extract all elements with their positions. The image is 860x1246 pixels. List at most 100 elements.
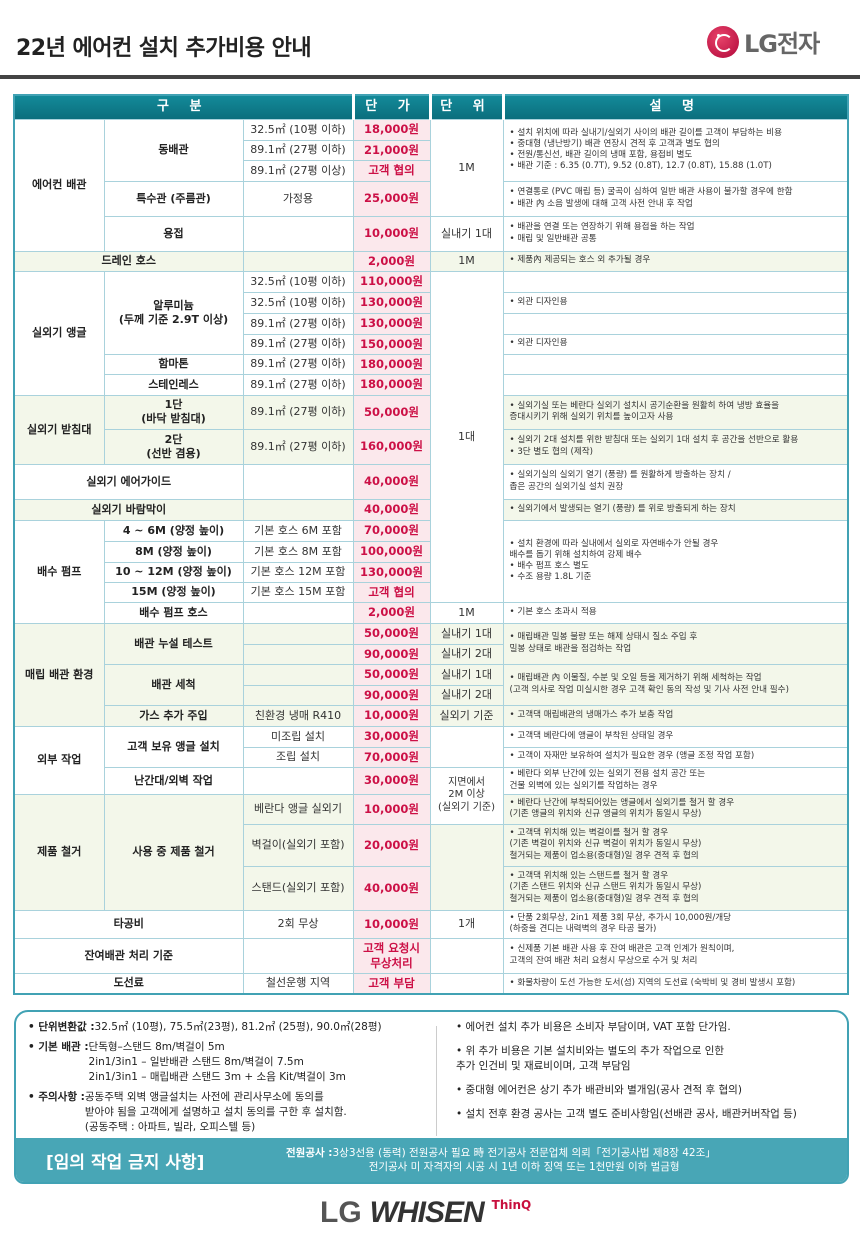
category-cell: 타공비 [13,909,244,939]
unit-cell [429,972,504,995]
desc-cell: • 실외기 2대 설치를 위한 받침대 또는 실외기 1대 설치 후 공간을 선… [502,428,849,465]
spec-cell [242,622,354,645]
price-cell: 50,000원 [352,622,431,645]
item-cell: 사용 중 제품 철거 [103,793,244,911]
table-row: 실외기 에어가이드 40,000원 • 실외기실의 실외기 열기 (풍량) 를 … [13,463,849,500]
spec-cell: 가정용 [242,180,354,217]
price-cell: 20,000원 [352,823,431,867]
table-row: 89.1㎡ (27평 이상) 고객 협의 [14,159,848,182]
notes-box: • 단위변환값 : 32.5㎡ (10평), 75.5㎡(23평), 81.2㎡… [14,1010,849,1184]
spec-cell [242,643,354,665]
unit-cell [429,725,504,768]
spec-cell [242,684,354,706]
price-cell: 25,000원 [352,180,431,217]
spec-cell: 기본 호스 8M 포함 [242,540,354,563]
table-row: 에어컨 배관 동배관 32.5㎡ (10평 이하) 18,000원 1M • 설… [13,118,849,252]
item-cell: 2단 (선반 겸용) [103,428,244,465]
spec-cell [242,766,354,795]
spec-cell: 89.1㎡ (27평 이하) [242,394,354,430]
category-cell: 드레인 호스 [13,250,244,272]
price-cell: 고객 부담 [352,972,431,995]
price-cell: 130,000원 [352,312,431,335]
spec-cell [242,498,354,521]
spec-cell: 베란다 앵글 실외기 [242,793,354,825]
price-cell: 130,000원 [352,561,431,583]
note-label: • 기본 배관 : [28,1041,89,1053]
spec-cell: 89.1㎡ (27평 이하) [242,373,354,396]
item-cell: 배관 누설 테스트 [103,622,244,665]
spec-cell: 조립 설치 [242,746,354,768]
note-label: • 단위변환값 : [28,1021,95,1033]
spec-cell: 32.5㎡ (10평 이하) [242,118,354,141]
unit-cell [429,823,504,911]
category-cell: 제품 철거 [13,793,105,911]
notes-right: • 에어컨 설치 추가 비용은 소비자 부담이며, VAT 포함 단가임. • … [456,1020,846,1131]
desc-cell: • 베란다 난간에 부착되어있는 앵글에서 실외기를 철거 할 경우 (기존 앵… [502,793,849,825]
desc-cell: • 설치 환경에 따라 실내에서 실외로 자연배수가 안될 경우 배수를 돕기 … [502,519,849,603]
item-cell: 용접 [103,215,244,252]
page-title: 22년 에어컨 설치 추가비용 안내 [16,36,312,61]
category-cell: 잔여배관 처리 기준 [13,937,244,974]
price-cell: 70,000원 [352,746,431,768]
item-cell: 특수관 (주름관) [103,180,244,217]
header-divider [0,75,860,79]
table-row: 실외기 앵글 알루미늄 (두께 기준 2.9T 이상) 32.5㎡ (10평 이… [13,270,849,603]
price-cell: 18,000원 [352,118,431,141]
desc-cell: • 외관 디자인용 [502,333,849,355]
spec-cell: 89.1㎡ (27평 이상) [242,159,354,182]
unit-cell [429,937,504,974]
desc-cell [502,270,849,293]
desc-cell: • 고객댁 위치해 있는 벽걸이를 철거 할 경우 (기존 벽걸이 위치와 신규… [502,823,849,867]
table-row: 타공비 2회 무상 10,000원 1개 • 단품 2회무상, 2in1 제품 … [13,909,849,939]
spec-cell: 89.1㎡ (27평 이하) [242,139,354,161]
price-cell: 50,000원 [352,663,431,686]
price-cell: 21,000원 [352,139,431,161]
table-row: 89.1㎡ (27평 이하) 21,000원 [14,139,848,161]
spec-cell: 32.5㎡ (10평 이하) [242,291,354,314]
spec-cell: 89.1㎡ (27평 이하) [242,428,354,465]
price-cell: 2,000원 [352,601,431,624]
spec-cell: 89.1㎡ (27평 이하) [242,333,354,355]
desc-cell: • 매립배관 內 이물질, 수분 및 오일 등을 제거하기 위해 세척하는 작업… [502,663,849,706]
table-row: 실외기 바람막이 40,000원 • 실외기에서 발생되는 열기 (풍량) 를 … [13,498,849,521]
price-cell: 30,000원 [352,725,431,748]
spec-cell: 철선운행 지역 [242,972,354,995]
unit-cell: 실내기 2대 [429,684,504,706]
note-item: • 단위변환값 : 32.5㎡ (10평), 75.5㎡(23평), 81.2㎡… [28,1020,438,1035]
unit-cell: 1M [429,118,504,217]
table-row: 도선료 철선운행 지역 고객 부담 • 화물차량이 도선 가능한 도서(섬) 지… [13,972,849,995]
category-cell: 배수 펌프 [13,519,105,624]
price-cell: 100,000원 [352,540,431,563]
price-cell: 150,000원 [352,333,431,355]
price-cell: 70,000원 [352,519,431,542]
item-cell: 가스 추가 주입 [103,704,244,727]
note-item: • 설치 전후 환경 공사는 고객 별도 준비사항임(선배관 공사, 배관커버작… [456,1108,797,1120]
desc-cell [502,312,849,335]
desc-cell: • 제품內 제공되는 호스 외 추가될 경우 [502,250,849,272]
whisen-logo: LG WHISEN ThinQ [320,1196,531,1230]
price-cell: 10,000원 [352,704,431,727]
spec-cell: 기본 호스 6M 포함 [242,519,354,542]
price-cell: 180,000원 [352,353,431,375]
table-row: 90,000원 실내기 2대 [14,684,848,706]
item-cell: 알루미늄 (두께 기준 2.9T 이상) [103,270,244,355]
desc-cell: • 연결통로 (PVC 매립 등) 굴곡이 심하여 일반 배관 사용이 불가할 … [502,180,849,217]
desc-cell: • 고객댁 위치해 있는 스탠드를 철거 할 경우 (기존 스탠드 위치와 신규… [502,865,849,911]
table-header: 구 분 단 가 단 위 설 명 [14,95,848,119]
spec-cell: 친환경 냉매 R410 [242,704,354,727]
item-cell: 배관 세척 [103,663,244,706]
table-row: 배수 펌프 호스 2,000원 1M • 기본 호스 초과시 적용 [14,601,849,624]
lg-logo: LG전자 [707,24,820,59]
price-cell: 고객 요청시 무상처리 [352,937,431,974]
table-row: 배관 세척 50,000원 실내기 1대 • 매립배관 內 이물질, 수분 및 … [14,663,849,706]
desc-cell: • 단품 2회무상, 2in1 제품 3회 무상, 추가시 10,000원/개당… [502,909,849,939]
spec-cell [242,215,354,252]
desc-cell: • 기본 호스 초과시 적용 [502,601,849,624]
spec-cell: 벽걸이(실외기 포함) [242,823,354,867]
table-row: 잔여배관 처리 기준 고객 요청시 무상처리 • 신제품 기본 배관 사용 후 … [13,937,849,974]
notes-left: • 단위변환값 : 32.5㎡ (10평), 75.5㎡(23평), 81.2㎡… [28,1020,438,1140]
desc-cell: • 실외기실 또는 베란다 실외기 설치시 공기순환을 원활히 하여 냉방 효율… [502,394,849,430]
spec-cell: 2회 무상 [242,909,354,939]
notes-divider [436,1026,437,1136]
item-cell: 8M (양정 높이) [103,540,244,563]
